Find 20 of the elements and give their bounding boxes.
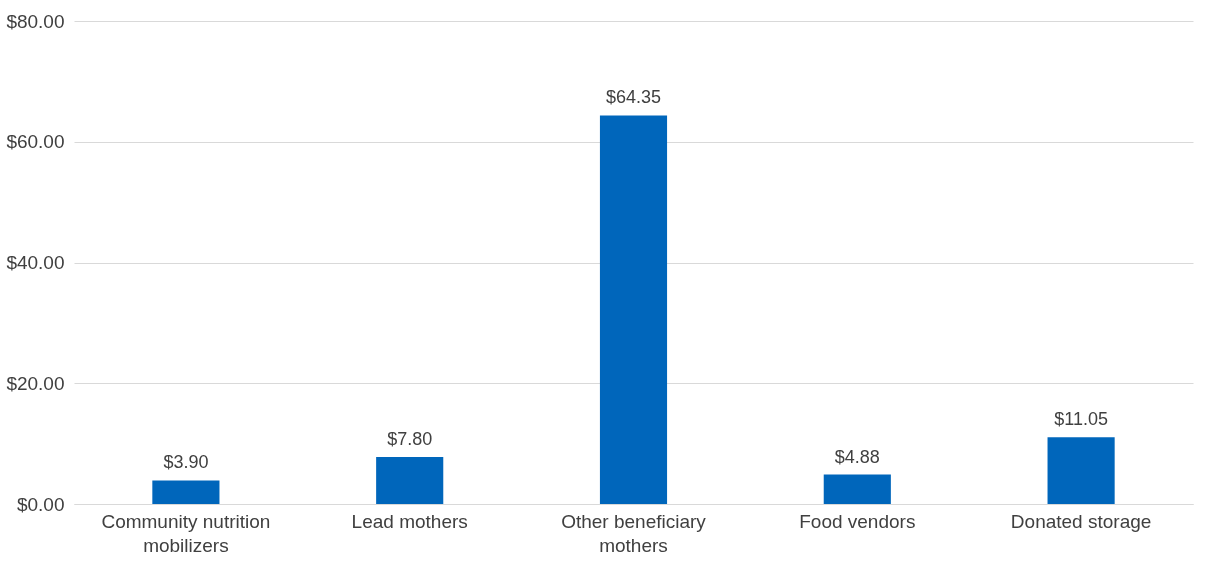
data-label: $64.35 xyxy=(605,87,662,108)
x-tick-label: Food vendors xyxy=(799,510,916,532)
x-tick-label: Donated storage xyxy=(1010,510,1152,532)
bar xyxy=(376,456,444,504)
bar xyxy=(152,480,220,504)
x-tick-label: Other beneficiary mothers xyxy=(561,510,707,556)
x-tick-label: Community nutrition mobilizers xyxy=(101,510,271,556)
data-label: $4.88 xyxy=(834,446,880,467)
data-label: $11.05 xyxy=(1054,409,1108,430)
y-tick-label: $0.00 xyxy=(16,493,65,515)
y-tick-label: $20.00 xyxy=(6,372,65,394)
bar xyxy=(1047,437,1115,504)
y-tick-label: $60.00 xyxy=(6,131,65,153)
data-label: $3.90 xyxy=(163,452,209,473)
bar xyxy=(599,115,668,504)
y-tick-label: $80.00 xyxy=(6,10,65,32)
bar xyxy=(823,474,891,504)
y-tick-label: $40.00 xyxy=(6,252,65,273)
data-label: $7.80 xyxy=(387,428,433,449)
x-tick-label: Lead mothers xyxy=(351,510,468,532)
